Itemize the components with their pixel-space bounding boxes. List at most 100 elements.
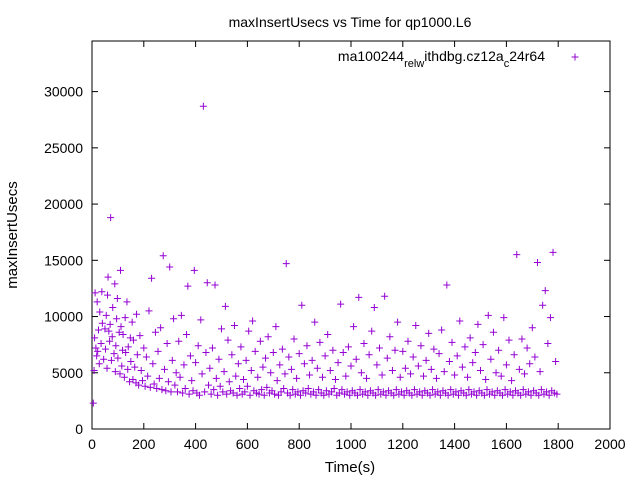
data-point [145, 307, 153, 315]
data-point [234, 360, 242, 368]
data-point [408, 391, 416, 399]
data-point [180, 361, 188, 369]
data-point [414, 362, 422, 370]
data-point [518, 335, 526, 343]
data-point [207, 390, 215, 398]
data-point [247, 367, 255, 375]
data-point [404, 337, 412, 345]
data-point [308, 356, 316, 364]
data-point [225, 378, 233, 386]
data-point [198, 370, 206, 378]
data-point [258, 386, 266, 394]
data-point [243, 382, 251, 390]
data-point [111, 368, 119, 376]
data-point [246, 391, 254, 399]
data-point [151, 328, 159, 336]
data-point [210, 386, 218, 394]
data-point [401, 364, 409, 372]
data-point [489, 328, 497, 336]
data-point [326, 367, 334, 375]
data-point [458, 363, 466, 371]
data-point [471, 349, 479, 357]
data-point [531, 353, 539, 361]
data-point [192, 359, 200, 367]
data-point [400, 391, 408, 399]
y-tick-label: 10000 [44, 309, 83, 325]
data-point [262, 354, 270, 362]
data-point [136, 332, 144, 340]
data-point [306, 371, 314, 379]
data-point [133, 310, 141, 318]
data-point [101, 345, 109, 353]
data-point [177, 311, 185, 319]
data-point [121, 314, 129, 322]
y-tick-label: 25000 [44, 140, 83, 156]
data-point [93, 298, 101, 306]
data-point [409, 353, 417, 361]
axis-ticks [91, 41, 611, 430]
data-point [116, 370, 124, 378]
data-point [153, 385, 161, 393]
data-point [133, 351, 141, 359]
data-point [113, 315, 121, 323]
data-point [286, 391, 294, 399]
data-point [212, 374, 220, 382]
data-point [272, 323, 280, 331]
data-point [181, 385, 189, 393]
data-point [120, 373, 128, 381]
data-point [313, 364, 321, 372]
data-point [176, 373, 184, 381]
data-point [101, 325, 109, 333]
data-point [357, 369, 365, 377]
data-point [205, 381, 213, 389]
data-point [276, 361, 284, 369]
data-point [233, 391, 241, 399]
data-point [546, 314, 554, 322]
data-point [501, 386, 509, 394]
data-point [495, 346, 503, 354]
data-point [94, 326, 102, 334]
data-point [118, 362, 126, 370]
y-tick-label: 5000 [52, 365, 83, 381]
data-point [360, 340, 368, 348]
data-point [293, 374, 301, 382]
data-point [155, 374, 163, 382]
data-point [185, 390, 193, 398]
data-point [515, 365, 523, 373]
data-point [356, 386, 364, 394]
data-point [148, 274, 156, 282]
data-point [342, 372, 350, 380]
data-point [338, 386, 346, 394]
data-point [316, 338, 324, 346]
data-point [194, 342, 202, 350]
data-point [110, 350, 118, 358]
data-point [202, 349, 210, 357]
data-point [211, 281, 219, 289]
legend-marker [571, 53, 579, 61]
data-point [535, 391, 543, 399]
data-point [445, 358, 453, 366]
data-point [128, 318, 136, 326]
data-point [388, 367, 396, 375]
data-point [527, 391, 535, 399]
data-point [337, 300, 345, 308]
data-point [440, 368, 448, 376]
data-point [112, 342, 120, 350]
data-point [255, 390, 263, 398]
x-tick-label: 2000 [594, 436, 625, 452]
data-point [479, 341, 487, 349]
data-point [230, 322, 238, 330]
data-point [106, 337, 114, 345]
data-point [168, 356, 176, 364]
data-point [510, 351, 518, 359]
data-point [533, 259, 541, 267]
data-point [321, 352, 329, 360]
data-point [89, 399, 97, 407]
data-point [370, 304, 378, 312]
data-point [114, 354, 122, 362]
data-point [373, 361, 381, 369]
data-point [197, 316, 205, 324]
data-point [149, 360, 157, 368]
data-point [539, 301, 547, 309]
data-point [232, 372, 240, 380]
